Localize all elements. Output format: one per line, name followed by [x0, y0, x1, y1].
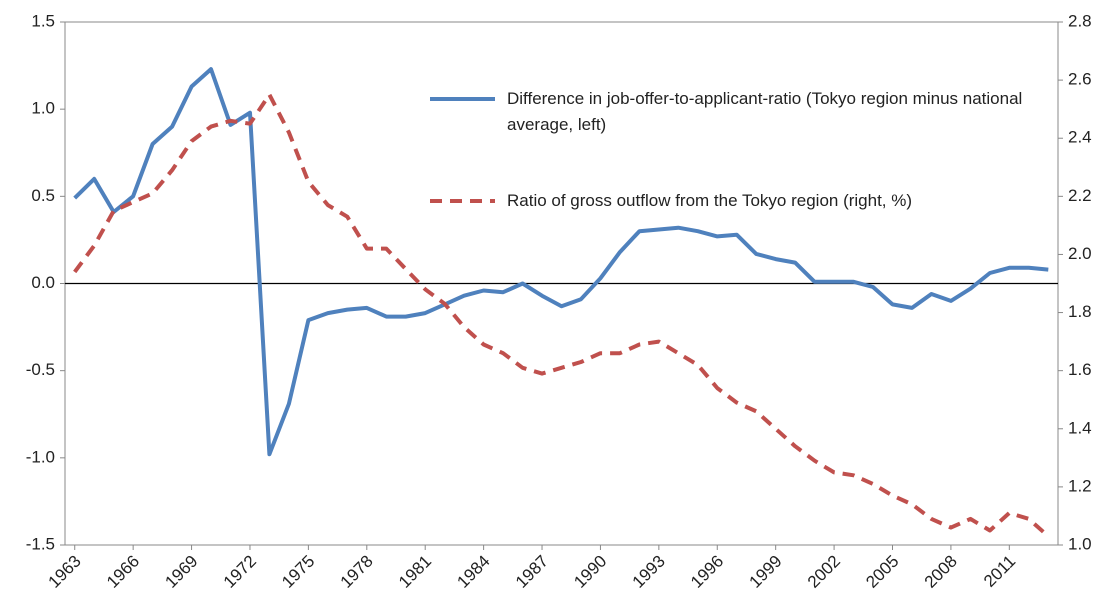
y2-tick-label: 2.6: [1068, 70, 1092, 89]
x-tick-label: 1999: [745, 552, 785, 592]
y-tick-label: 0.0: [31, 273, 55, 292]
x-tick-label: 1981: [395, 552, 435, 592]
x-tick-label: 1963: [45, 552, 85, 592]
y2-tick-label: 1.2: [1068, 476, 1092, 495]
x-tick-label: 2008: [921, 552, 961, 592]
y2-tick-label: 1.4: [1068, 418, 1092, 437]
legend-label: Ratio of gross outflow from the Tokyo re…: [507, 191, 913, 210]
y2-tick-label: 1.6: [1068, 360, 1092, 379]
series-line: [73, 92, 1050, 538]
y2-tick-label: 1.0: [1068, 534, 1092, 553]
x-tick-label: 2005: [862, 552, 902, 592]
y-tick-label: 1.0: [31, 99, 55, 118]
x-tick-label: 2011: [980, 552, 1019, 591]
x-tick-label: 1987: [512, 552, 552, 592]
y-tick-label: 0.5: [31, 186, 55, 205]
x-tick-label: 1972: [220, 552, 260, 592]
x-tick-label: 1996: [687, 552, 727, 592]
y-tick-label: -0.5: [26, 360, 55, 379]
legend-label: Difference in job-offer-to-applicant-rat…: [507, 89, 1023, 134]
x-tick-label: 1984: [453, 552, 493, 592]
y2-tick-label: 2.2: [1068, 186, 1092, 205]
y-tick-label: -1.5: [26, 534, 55, 553]
x-tick-label: 2002: [804, 552, 844, 592]
x-tick-label: 1978: [337, 552, 377, 592]
y-tick-label: 1.5: [31, 11, 55, 30]
y-tick-label: -1.0: [26, 447, 55, 466]
x-tick-label: 1990: [570, 552, 610, 592]
y2-tick-label: 2.0: [1068, 244, 1092, 263]
x-tick-label: 1975: [278, 552, 318, 592]
x-tick-label: 1969: [161, 552, 201, 592]
y2-tick-label: 2.4: [1068, 128, 1092, 147]
y2-tick-label: 2.8: [1068, 11, 1092, 30]
x-tick-label: 1993: [629, 552, 669, 592]
y2-tick-label: 1.8: [1068, 302, 1092, 321]
x-tick-label: 1966: [103, 552, 143, 592]
